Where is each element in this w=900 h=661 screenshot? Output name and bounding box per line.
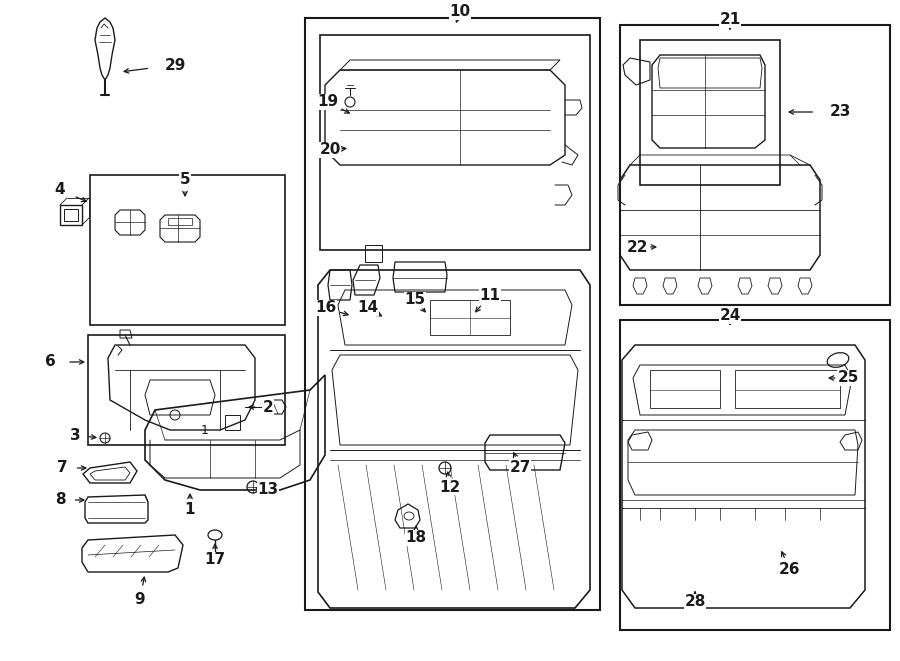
Text: 2: 2 [263, 399, 274, 414]
Text: 1: 1 [184, 502, 195, 518]
Text: 28: 28 [684, 594, 706, 609]
Text: 14: 14 [357, 301, 379, 315]
Text: 8: 8 [55, 492, 66, 508]
Text: 20: 20 [320, 143, 341, 157]
Text: 7: 7 [57, 461, 68, 475]
Bar [88, 335, 285, 445]
Text: 26: 26 [779, 563, 801, 578]
Bar [620, 320, 890, 630]
Text: 19: 19 [318, 95, 338, 110]
Text: 5: 5 [180, 173, 190, 188]
Text: 15: 15 [404, 293, 426, 307]
Text: 10: 10 [449, 5, 471, 20]
Text: 21: 21 [719, 13, 741, 28]
Bar [620, 25, 890, 305]
Text: 23: 23 [829, 104, 850, 120]
Text: 11: 11 [480, 288, 500, 303]
Text: 17: 17 [204, 553, 226, 568]
Text: 25: 25 [837, 371, 859, 385]
Bar [305, 18, 600, 610]
Text: 16: 16 [315, 301, 337, 315]
Bar [90, 175, 285, 325]
Text: 9: 9 [135, 592, 145, 607]
Text: 22: 22 [627, 239, 649, 254]
Text: 24: 24 [719, 309, 741, 323]
Text: 3: 3 [69, 428, 80, 442]
Text: 27: 27 [509, 459, 531, 475]
Text: 4: 4 [55, 182, 66, 198]
Text: 12: 12 [439, 479, 461, 494]
Text: 29: 29 [165, 58, 185, 73]
Text: 6: 6 [45, 354, 56, 369]
Text: 13: 13 [257, 483, 279, 498]
Bar [320, 35, 590, 250]
Text: 18: 18 [405, 531, 427, 545]
Text: 1: 1 [201, 424, 209, 436]
Bar [640, 40, 780, 185]
